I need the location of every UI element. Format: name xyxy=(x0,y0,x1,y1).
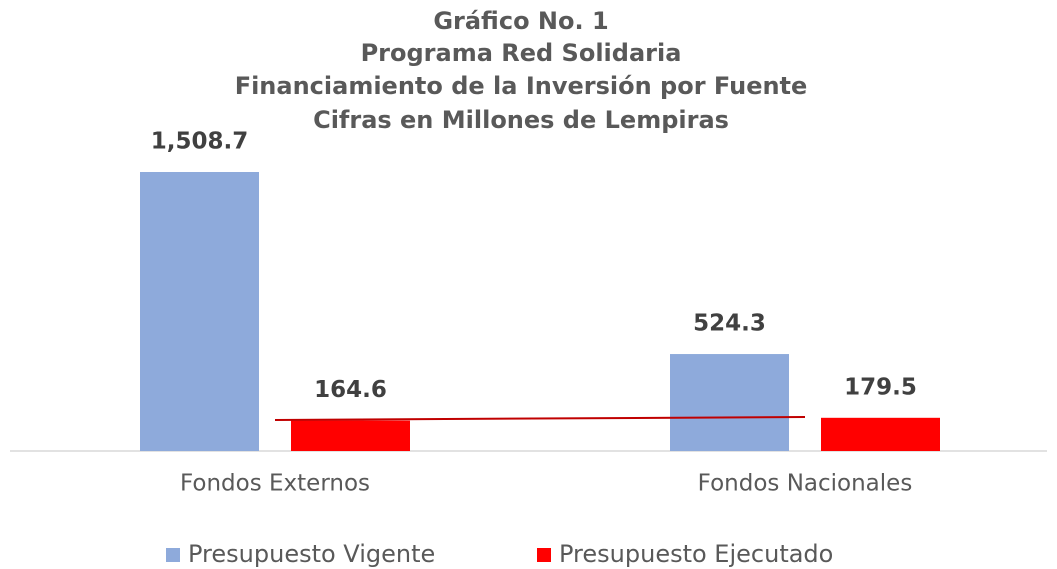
data-label: 1,508.7 xyxy=(151,129,249,155)
chart-title: Gráfico No. 1 xyxy=(433,7,608,35)
bar xyxy=(670,354,789,451)
chart-title: Programa Red Solidaria xyxy=(361,39,682,67)
legend-label: Presupuesto Ejecutado xyxy=(559,540,833,568)
chart-title: Cifras en Millones de Lempiras xyxy=(313,106,729,134)
x-tick-label: Fondos Nacionales xyxy=(698,471,913,497)
legend-swatch xyxy=(166,548,180,562)
data-label: 179.5 xyxy=(844,374,917,400)
legend-label: Presupuesto Vigente xyxy=(188,540,435,568)
bar xyxy=(140,172,259,451)
x-tick-label: Fondos Externos xyxy=(180,471,370,497)
data-label: 164.6 xyxy=(314,377,387,403)
legend-swatch xyxy=(537,548,551,562)
chart-title: Financiamiento de la Inversión por Fuent… xyxy=(235,72,808,100)
bar xyxy=(291,420,410,451)
trend-line xyxy=(274,416,806,421)
data-label: 524.3 xyxy=(693,311,766,337)
bar xyxy=(821,417,940,451)
